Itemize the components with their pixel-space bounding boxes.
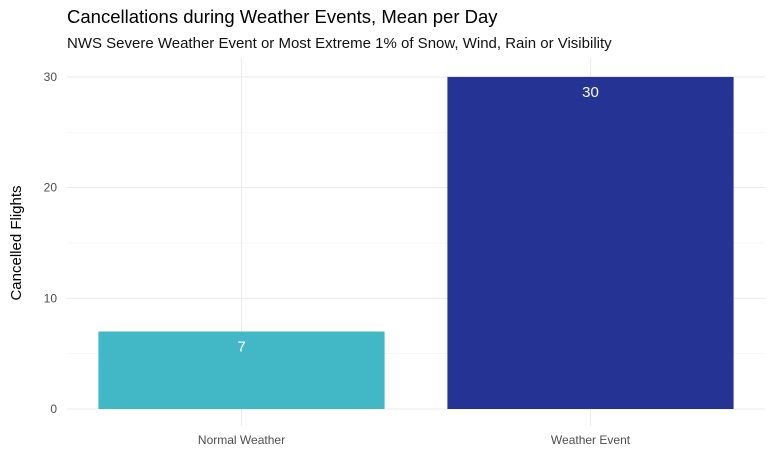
chart-title: Cancellations during Weather Events, Mea… [67, 6, 498, 27]
data-labels: 7 30 [237, 84, 599, 356]
y-axis-title: Cancelled Flights [8, 185, 25, 300]
x-tick-label: Normal Weather [198, 433, 285, 447]
bar-value-label: 7 [237, 339, 245, 356]
y-tick-label: 30 [44, 70, 58, 84]
y-tick-label: 0 [50, 402, 57, 416]
y-tick-label: 20 [44, 181, 58, 195]
bar [98, 331, 385, 409]
tick-labels: 0 10 20 30 Normal Weather Weather Event [44, 70, 631, 447]
bars [98, 76, 734, 410]
y-tick-label: 10 [44, 291, 58, 305]
bar [447, 76, 734, 410]
bar-value-label: 30 [582, 84, 599, 101]
chart-subtitle: NWS Severe Weather Event or Most Extreme… [67, 35, 612, 52]
x-tick-label: Weather Event [551, 433, 631, 447]
